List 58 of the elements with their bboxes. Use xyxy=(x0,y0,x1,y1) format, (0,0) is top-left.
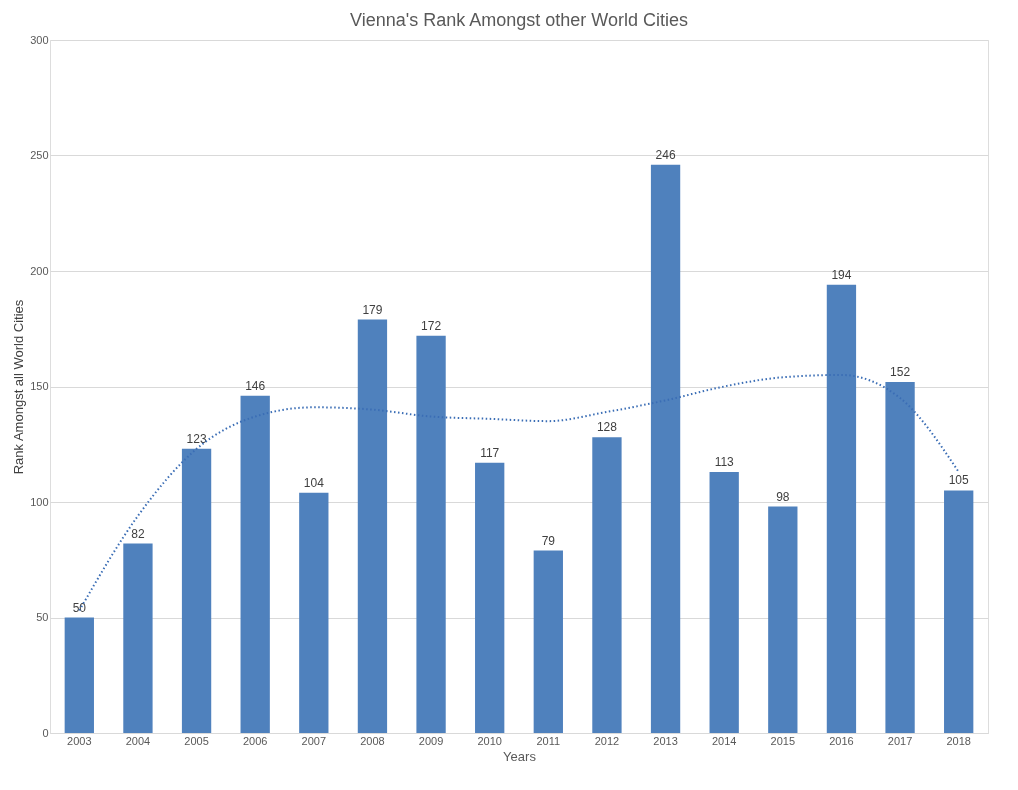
y-tick-label: 250 xyxy=(30,149,49,161)
y-tick-label: 0 xyxy=(42,726,49,739)
data-label: 172 xyxy=(421,318,442,333)
x-tick-label: 2004 xyxy=(125,734,151,747)
chart-title: Vienna's Rank Amongst other World Cities xyxy=(350,10,688,30)
x-tick-label: 2013 xyxy=(653,734,678,747)
bar xyxy=(181,448,212,733)
data-label: 98 xyxy=(776,489,790,504)
x-tick-label: 2008 xyxy=(360,734,385,747)
bar xyxy=(123,543,153,733)
data-label: 79 xyxy=(541,533,556,548)
data-label: 113 xyxy=(714,454,735,469)
bar xyxy=(475,462,505,733)
x-tick-label: 2016 xyxy=(829,734,854,747)
y-tick-label: 200 xyxy=(30,264,49,277)
data-label: 146 xyxy=(245,378,266,393)
data-label: 128 xyxy=(596,420,618,435)
bar xyxy=(768,506,798,733)
data-label: 246 xyxy=(655,147,676,162)
data-label: 152 xyxy=(890,364,911,379)
x-tick-label: 2015 xyxy=(770,734,796,747)
data-label: 117 xyxy=(480,445,500,460)
x-tick-label: 2018 xyxy=(946,734,971,747)
x-tick-label: 2005 xyxy=(184,734,209,747)
y-axis-title: Rank Amongst all World Cities xyxy=(11,299,27,475)
data-label: 50 xyxy=(72,600,87,615)
y-tick-label: 150 xyxy=(30,380,49,392)
y-tick-label: 100 xyxy=(30,495,49,508)
x-tick-label: 2009 xyxy=(418,734,444,747)
data-label: 179 xyxy=(362,302,383,317)
bar xyxy=(64,617,94,733)
bar xyxy=(533,550,563,733)
bar xyxy=(709,471,739,733)
data-label: 123 xyxy=(186,431,207,446)
x-tick-label: 2007 xyxy=(301,734,327,747)
bar xyxy=(826,284,857,733)
data-label: 194 xyxy=(831,267,852,282)
x-tick-label: 2014 xyxy=(711,734,737,747)
bar xyxy=(885,381,915,733)
x-tick-label: 2011 xyxy=(536,734,561,747)
data-label: 105 xyxy=(948,473,970,488)
x-tick-label: 2010 xyxy=(477,734,502,747)
bar xyxy=(299,492,329,733)
bar xyxy=(592,437,622,733)
bar xyxy=(357,319,388,733)
x-tick-label: 2012 xyxy=(594,734,620,747)
data-label: 104 xyxy=(303,475,325,490)
y-tick-label: 300 xyxy=(30,33,49,46)
x-tick-label: 2017 xyxy=(887,734,913,747)
bar xyxy=(650,164,681,733)
bar xyxy=(944,490,974,733)
bar xyxy=(416,335,446,733)
y-tick-label: 50 xyxy=(36,611,49,623)
bar xyxy=(240,395,270,733)
x-tick-label: 2003 xyxy=(67,734,92,747)
x-axis-title: Years xyxy=(503,748,537,764)
x-tick-label: 2006 xyxy=(242,734,268,747)
data-label: 82 xyxy=(131,526,145,541)
